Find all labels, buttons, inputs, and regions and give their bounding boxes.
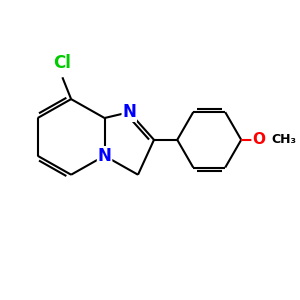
Text: O: O bbox=[252, 132, 265, 147]
Text: N: N bbox=[122, 103, 136, 121]
Text: Cl: Cl bbox=[53, 54, 71, 72]
Text: N: N bbox=[98, 147, 112, 165]
Text: CH₃: CH₃ bbox=[271, 133, 296, 146]
